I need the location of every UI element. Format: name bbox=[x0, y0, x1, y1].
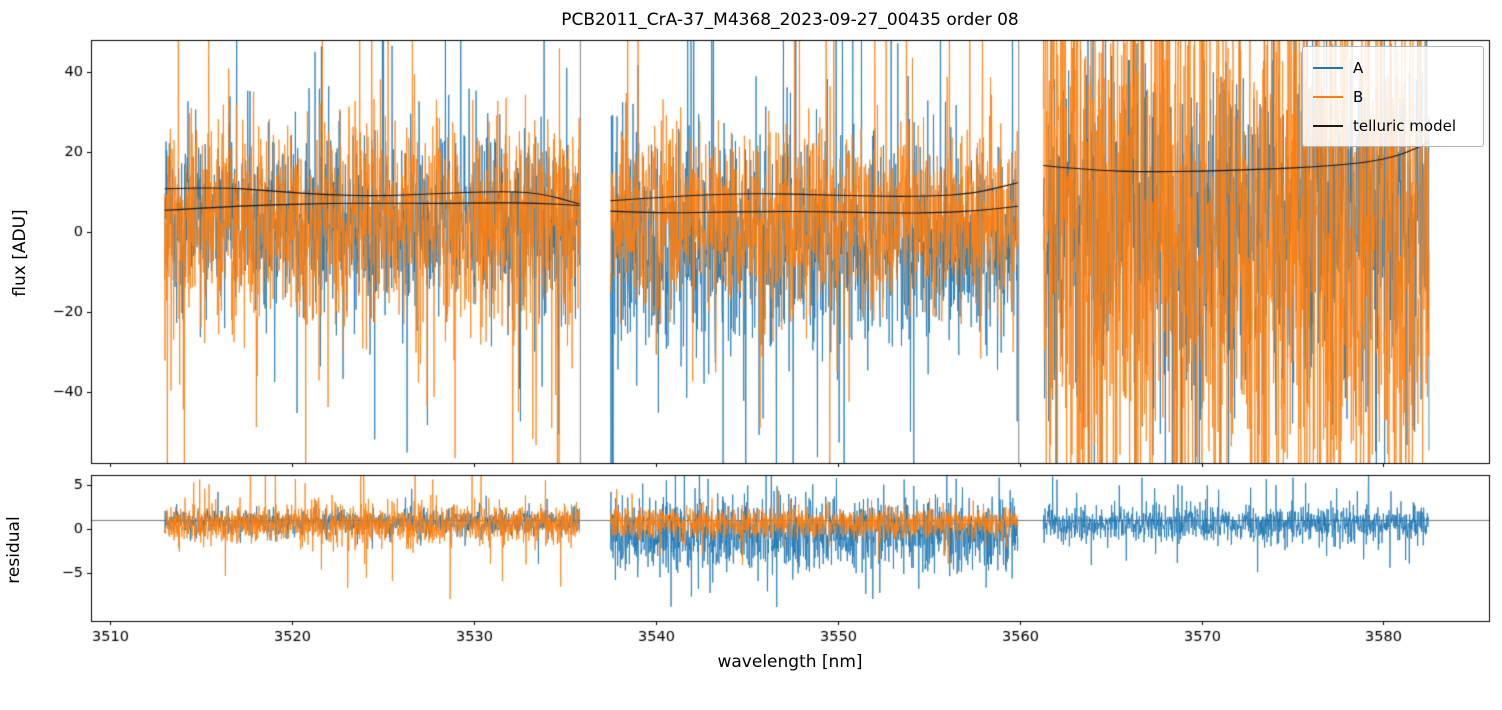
legend-label-a: A bbox=[1353, 58, 1364, 77]
legend-line-b-icon bbox=[1313, 95, 1343, 98]
legend-item-b: B bbox=[1313, 82, 1475, 111]
legend-label-telluric: telluric model bbox=[1353, 116, 1457, 135]
x-axis-label: wavelength [nm] bbox=[717, 652, 863, 672]
legend-item-telluric: telluric model bbox=[1313, 111, 1475, 140]
residual-axis-label: residual bbox=[4, 516, 24, 584]
legend-item-a: A bbox=[1313, 53, 1475, 82]
legend-label-b: B bbox=[1353, 87, 1364, 106]
legend-line-a-icon bbox=[1313, 66, 1343, 69]
legend-line-telluric-icon bbox=[1313, 124, 1343, 127]
flux-axis-label: flux [ADU] bbox=[10, 209, 30, 297]
figure-title: PCB2011_CrA-37_M4368_2023-09-27_00435 or… bbox=[561, 10, 1019, 30]
legend: A B telluric model bbox=[1302, 46, 1484, 147]
